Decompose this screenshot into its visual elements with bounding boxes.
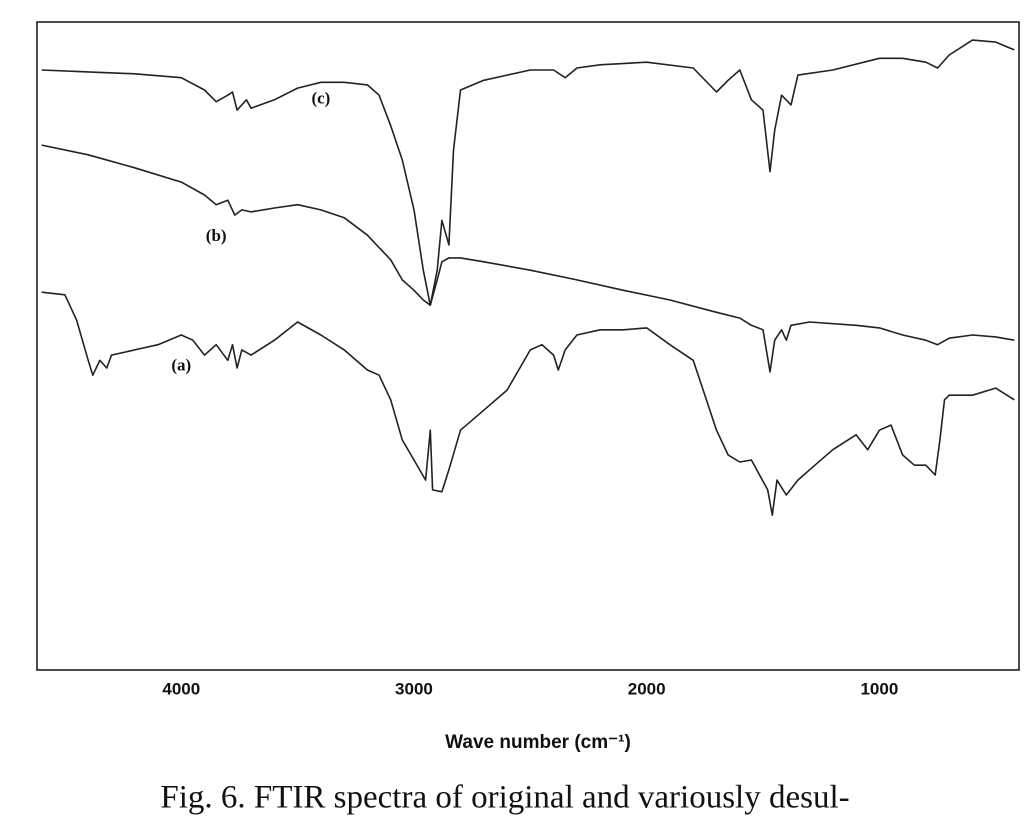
spectrum-line bbox=[41, 144, 1015, 373]
curve-label: (c) bbox=[311, 89, 330, 108]
spectrum-line bbox=[41, 39, 1015, 306]
curve-label: (a) bbox=[171, 356, 191, 375]
x-tick-label: 3000 bbox=[395, 679, 433, 698]
x-tick-label: 1000 bbox=[860, 679, 898, 698]
caption: Fig. 6. FTIR spectra of original and var… bbox=[160, 780, 849, 816]
curve-label: (b) bbox=[206, 226, 227, 245]
plot-frame bbox=[36, 21, 1020, 671]
x-tick-label: 4000 bbox=[162, 679, 200, 698]
x-tick-label: 2000 bbox=[628, 679, 666, 698]
spectrum-line bbox=[41, 291, 1015, 516]
x-axis-label: Wave number (cm⁻¹) bbox=[445, 732, 631, 753]
